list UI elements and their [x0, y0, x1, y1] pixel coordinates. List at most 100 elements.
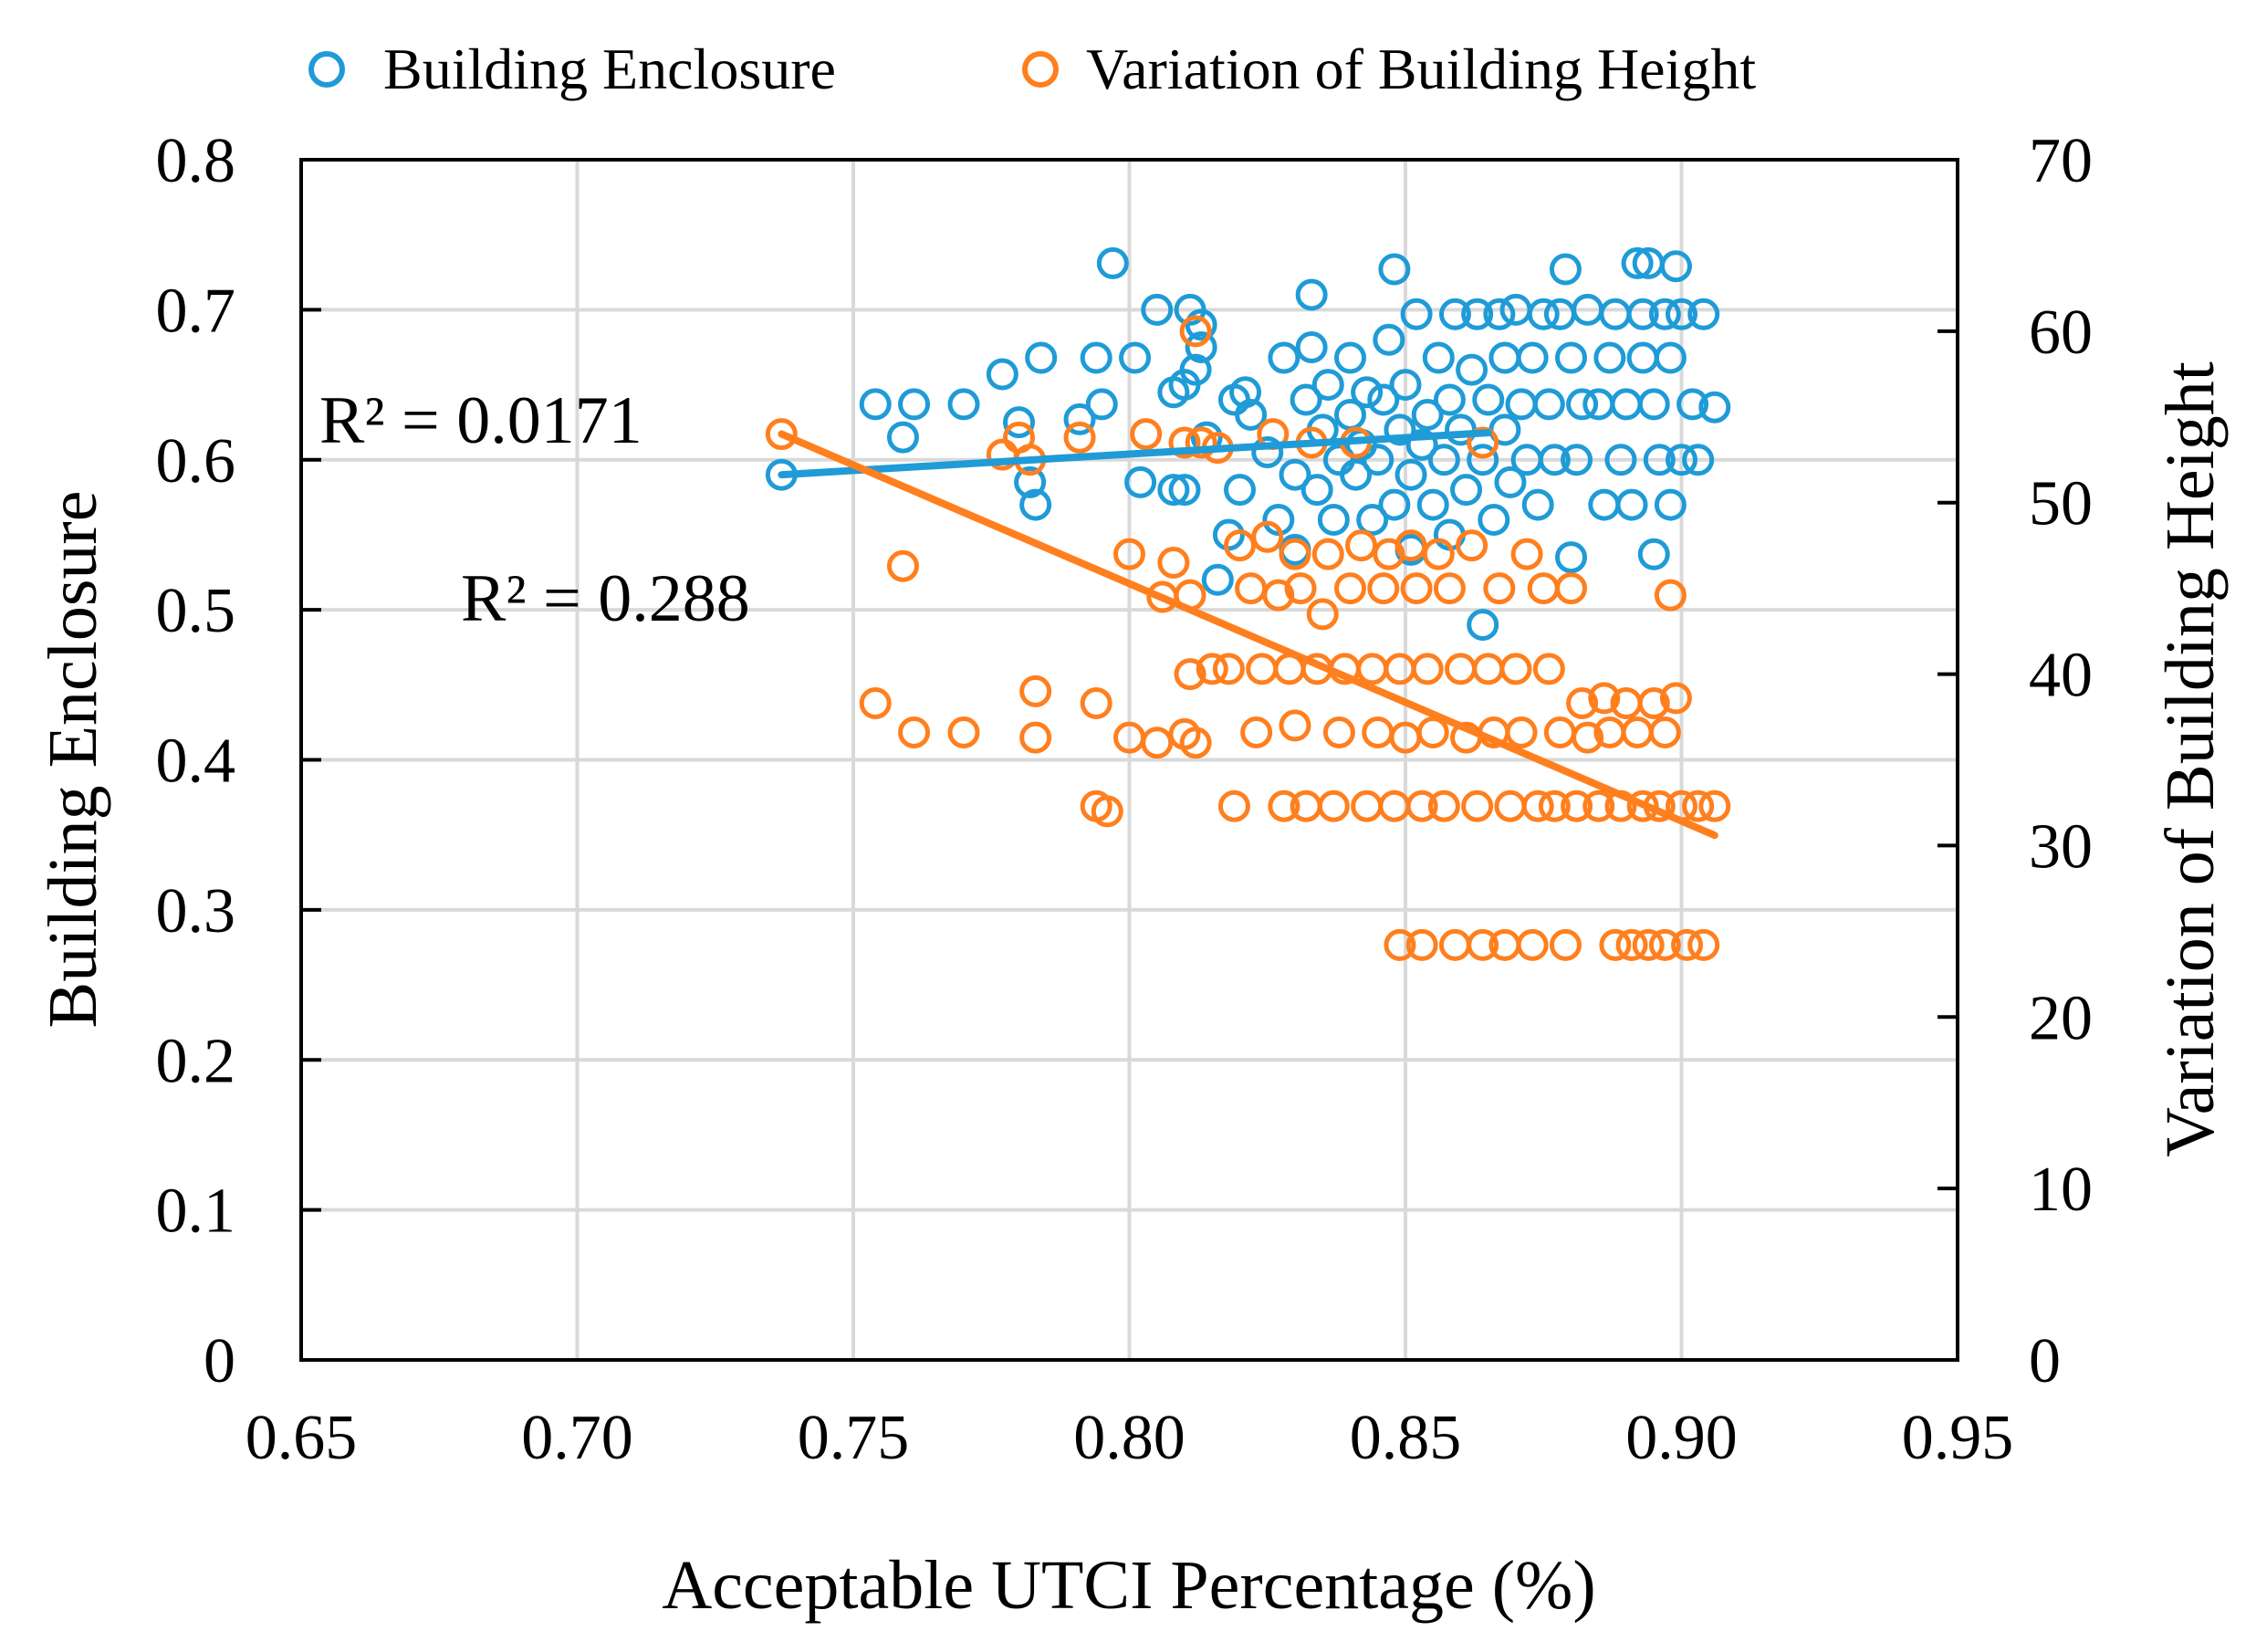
enclosure-point [1483, 298, 1516, 330]
y2-tick-label: 10 [2029, 1155, 2093, 1225]
enclosure-point [1637, 538, 1670, 570]
enclosure-point [1229, 376, 1262, 409]
enclosure-point [1433, 383, 1466, 416]
height-point [859, 687, 892, 720]
y-tick-label: 0.3 [156, 876, 236, 946]
enclosure-point [1516, 341, 1549, 374]
y2-axis-title: Variation of Building Height [2152, 361, 2229, 1157]
height-point [1217, 789, 1250, 822]
height-point [1427, 789, 1460, 822]
height-point [1411, 653, 1444, 685]
enclosure-point [1373, 323, 1405, 356]
enclosure-point [1505, 388, 1538, 421]
enclosure-point [1676, 388, 1709, 421]
enclosure-point [1593, 341, 1626, 374]
enclosure-point [1295, 330, 1328, 363]
enclosure-point [1456, 353, 1488, 386]
height-point [1561, 789, 1593, 822]
enclosure-point [1295, 278, 1328, 311]
r2-label-height: R² = 0.288 [461, 561, 750, 636]
enclosure-point [1411, 398, 1444, 431]
height-point [1467, 928, 1499, 961]
enclosure-point [1561, 444, 1593, 476]
height-point [898, 716, 931, 748]
enclosure-point [1389, 369, 1422, 402]
legend-marker-height [1022, 51, 1059, 88]
enclosure-point [1019, 488, 1052, 521]
y2-tick-label: 60 [2029, 298, 2093, 368]
enclosure-point [1648, 298, 1681, 330]
y2-tick-label: 30 [2029, 811, 2093, 882]
enclosure-point [1610, 388, 1643, 421]
enclosure-point [1141, 293, 1174, 326]
y-tick-label: 0.6 [156, 426, 236, 497]
enclosure-point [1698, 391, 1731, 423]
r2-label-enclosure: R² = 0.0171 [319, 383, 642, 458]
enclosure-point [1201, 563, 1234, 596]
enclosure-point [1235, 398, 1268, 431]
enclosure-point [1224, 474, 1256, 507]
height-trendline [778, 430, 1718, 840]
height-point [1394, 529, 1427, 562]
height-point [1345, 529, 1378, 562]
enclosure-point [1416, 488, 1449, 521]
enclosure-point [1467, 444, 1499, 476]
enclosure-point [1659, 250, 1692, 283]
enclosure-point [859, 388, 892, 421]
height-point [1091, 795, 1123, 828]
enclosure-point [1555, 341, 1587, 374]
height-point [1384, 653, 1416, 685]
height-point [1648, 928, 1681, 961]
enclosure-point [1157, 474, 1190, 507]
enclosure-point [1682, 444, 1715, 476]
ticks: 0.65 0.70 0.75 0.80 0.85 0.90 0.9500.10.20.30.… [156, 126, 2094, 1473]
height-point [1682, 789, 1715, 822]
enclosure-point [1488, 341, 1521, 374]
height-point [1599, 928, 1632, 961]
enclosure-point [1400, 298, 1433, 330]
enclosure-point [1599, 298, 1632, 330]
enclosure-point [1334, 341, 1366, 374]
enclosure-point [1179, 353, 1212, 386]
enclosure-point [1427, 444, 1460, 476]
enclosure-point [1566, 388, 1599, 421]
height-point [1416, 716, 1449, 748]
height-point [1433, 572, 1466, 605]
height-point [1240, 716, 1273, 748]
enclosure-point [1317, 504, 1350, 536]
enclosure-point [1654, 488, 1687, 521]
height-point [1019, 674, 1052, 707]
height-point [765, 418, 798, 451]
enclosure-point [1615, 488, 1648, 521]
height-point [1461, 789, 1494, 822]
height-point [1648, 716, 1681, 748]
y2-tick-label: 70 [2029, 126, 2093, 196]
enclosure-point [1063, 403, 1096, 435]
height-point [1306, 598, 1339, 631]
height-point [1405, 928, 1438, 961]
height-point [1185, 426, 1217, 459]
enclosure-point [1582, 388, 1615, 421]
height-point [1615, 928, 1648, 961]
y-tick-label: 0.1 [156, 1176, 236, 1247]
enclosure-point [1268, 341, 1300, 374]
height-point [1322, 716, 1355, 748]
height-point [1063, 421, 1096, 454]
y2-tick-label: 40 [2029, 641, 2093, 711]
height-point [1527, 572, 1560, 605]
height-point [1654, 579, 1687, 612]
height-point [1279, 538, 1311, 570]
height-point [1262, 579, 1295, 612]
enclosure-point [1168, 474, 1201, 507]
enclosure-point [1626, 298, 1659, 330]
enclosure-point [1588, 488, 1621, 521]
height-point [1268, 789, 1300, 822]
enclosure-point [1311, 369, 1344, 402]
y-tick-label: 0.7 [156, 276, 236, 346]
height-point [1516, 928, 1549, 961]
height-point [1356, 653, 1389, 685]
enclosure-point [1096, 246, 1129, 279]
height-point [1483, 572, 1516, 605]
height-point [1141, 727, 1174, 759]
